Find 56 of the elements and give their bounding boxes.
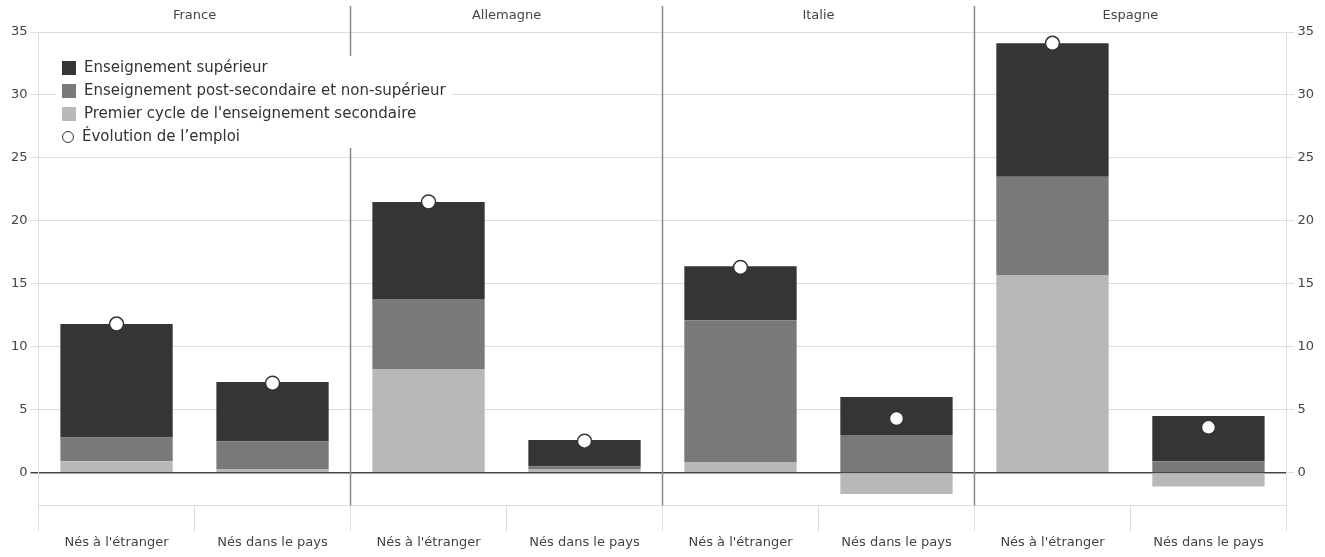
x-tick-label: Nés dans le pays: [841, 533, 952, 549]
y2-tick-label: 0: [1297, 464, 1306, 480]
point: [420, 194, 437, 210]
bar: [60, 437, 173, 462]
y-tick-label: 35: [11, 23, 28, 39]
bar: [840, 434, 953, 472]
text: Espagne: [1102, 7, 1159, 23]
y-tick-label: 20: [11, 212, 28, 228]
y2-tick-label: 15: [1297, 275, 1314, 291]
y-tick-label: 15: [11, 275, 28, 291]
text: Allemagne: [471, 7, 542, 23]
bar: [372, 298, 485, 370]
bar: [1152, 416, 1265, 462]
legend-label: Enseignement post-secondaire et non-supérieur: [84, 80, 446, 101]
point: [108, 316, 125, 332]
x-tick-label: Nés à l'étranger: [376, 533, 482, 549]
y2-tick-label: 10: [1297, 338, 1314, 354]
x-tick-label: Nés dans le pays: [529, 533, 640, 549]
x-tick-label: Nés à l'étranger: [1000, 533, 1106, 549]
point: [732, 259, 749, 276]
x-tick-label: Nés dans le pays: [1153, 533, 1264, 549]
y2-tick-label: 35: [1297, 23, 1314, 39]
y-tick-label: 30: [11, 86, 28, 102]
bar: [216, 468, 329, 472]
point: [264, 375, 281, 392]
bar: [372, 369, 485, 472]
point: [888, 410, 905, 427]
point: [1200, 419, 1217, 436]
y2-tick-label: 5: [1297, 401, 1306, 417]
bar: [996, 275, 1109, 472]
bar: [684, 462, 797, 472]
x-tick-label: Nés à l'étranger: [64, 533, 170, 549]
bar: [684, 320, 797, 463]
bar: [1152, 473, 1265, 487]
bar: [1152, 461, 1265, 472]
bar: [60, 461, 173, 472]
legend-label: Enseignement supérieur: [84, 57, 268, 78]
y2-tick-label: 30: [1297, 86, 1314, 102]
y-tick-label: 5: [19, 401, 28, 417]
text: France: [172, 7, 217, 23]
y2-tick-label: 20: [1297, 212, 1314, 228]
bar: [996, 176, 1109, 275]
y2-tick-label: 25: [1297, 149, 1314, 165]
y-tick-label: 0: [19, 464, 28, 480]
point: [576, 433, 593, 449]
text: Italie: [802, 7, 835, 23]
legend-label: Évolution de l’emploi: [82, 125, 241, 147]
y-tick-label: 25: [11, 149, 28, 165]
bar: [216, 441, 329, 469]
x-tick-label: Nés à l'étranger: [688, 533, 794, 549]
bar: [840, 473, 953, 495]
point: [1044, 35, 1061, 52]
legend-label: Premier cycle de l'enseignement secondaire: [84, 103, 417, 124]
x-tick-label: Nés dans le pays: [217, 533, 328, 549]
y-tick-label: 10: [11, 338, 28, 354]
bar: [840, 397, 953, 435]
